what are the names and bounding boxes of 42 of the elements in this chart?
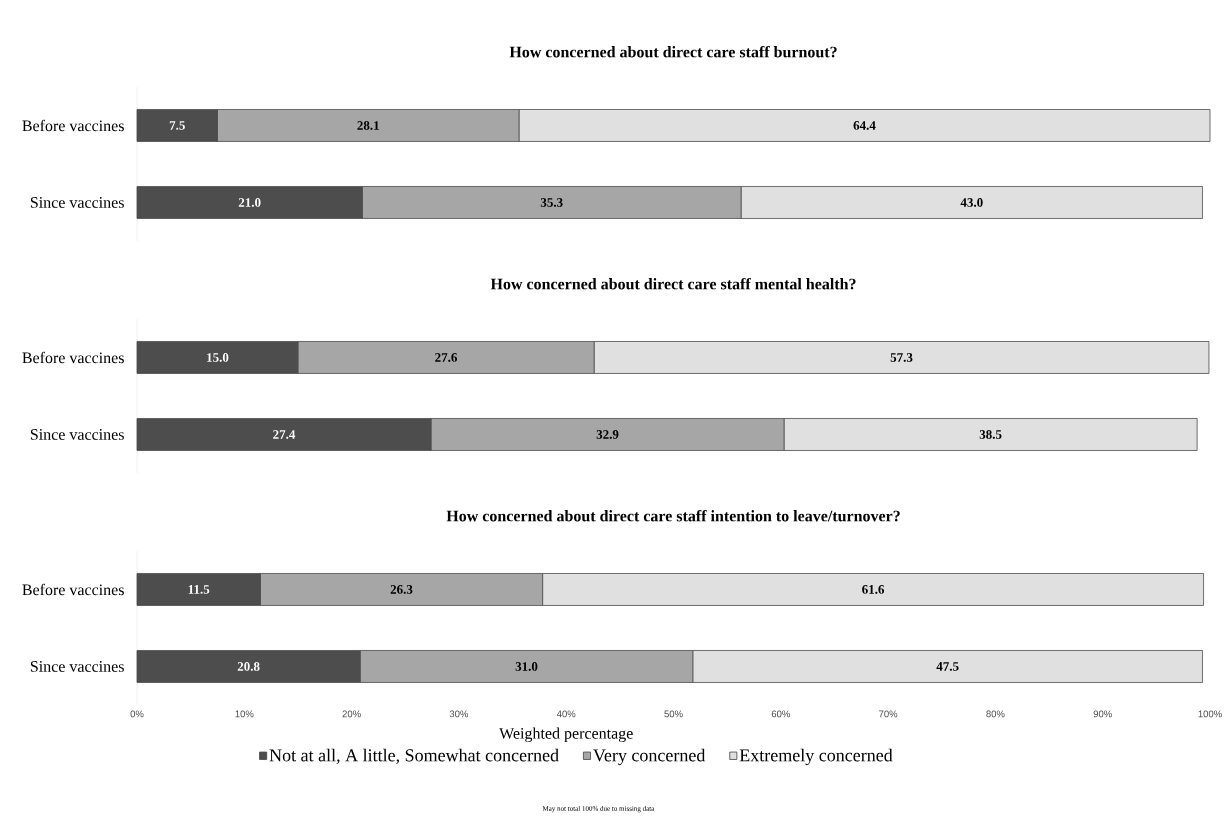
chart-title: How concerned about direct care staff intention to leave/turnover?: [446, 509, 900, 522]
x-tick-label: 20%: [342, 710, 361, 718]
data-label: 27.6: [435, 353, 458, 362]
y-tick-label: Since vaccines: [30, 661, 124, 672]
data-label: 27.4: [273, 430, 296, 439]
y-tick-label: Before vaccines: [22, 119, 124, 132]
x-tick-label: 60%: [771, 710, 790, 718]
data-label: 64.4: [853, 121, 876, 130]
data-label: 43.0: [960, 198, 983, 207]
data-label: 15.0: [207, 353, 229, 362]
x-tick-label: 40%: [556, 710, 576, 718]
x-tick-label: 30%: [449, 710, 469, 718]
legend-label: Not at all, A little, Somewhat concerned: [269, 748, 559, 765]
data-label: 26.3: [390, 585, 413, 594]
y-tick-label: Before vaccines: [22, 351, 124, 364]
x-tick-label: 50%: [664, 710, 683, 718]
data-label: 7.5: [169, 121, 185, 130]
y-tick-label: Since vaccines: [30, 429, 124, 440]
x-tick-label: 10%: [235, 710, 254, 718]
data-label: 35.3: [540, 198, 563, 207]
x-tick-label: 80%: [986, 710, 1005, 718]
data-label: 20.8: [237, 662, 260, 671]
x-tick-label: 0%: [130, 710, 144, 718]
data-label: 47.5: [936, 662, 959, 671]
data-label: 38.5: [979, 430, 1002, 439]
x-axis-title: Weighted percentage: [499, 727, 633, 743]
data-label: 61.6: [862, 585, 885, 594]
y-tick-label: Before vaccines: [22, 583, 124, 596]
chart-title: How concerned about direct care staff mental health?: [490, 277, 856, 290]
data-label: 57.3: [890, 353, 913, 362]
x-tick-label: 70%: [879, 710, 898, 718]
x-tick-label: 90%: [1093, 710, 1112, 718]
data-label: 31.0: [515, 662, 538, 671]
x-tick-label: 100%: [1198, 710, 1222, 718]
legend-label: Very concerned: [593, 748, 706, 766]
data-label: 28.1: [357, 121, 379, 130]
y-tick-label: Since vaccines: [30, 197, 124, 208]
data-label: 11.5: [188, 585, 210, 594]
chart-title: How concerned about direct care staff burnout?: [509, 45, 837, 58]
data-label: 21.0: [238, 198, 261, 207]
data-label: 32.9: [596, 430, 619, 439]
legend-label: Extremely concerned: [739, 748, 893, 766]
